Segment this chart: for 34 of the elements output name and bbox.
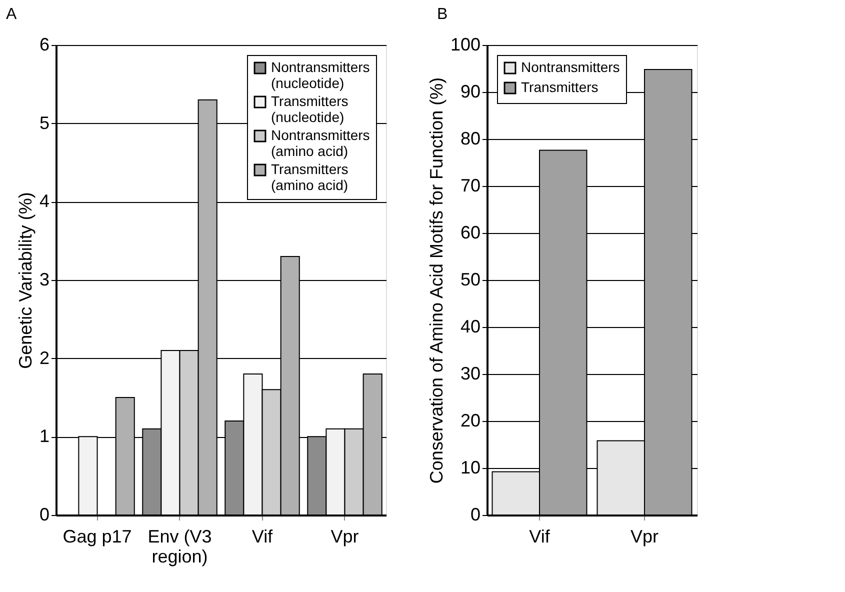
y-tick-label: 3 [39, 270, 50, 290]
y-tick-label: 0 [39, 504, 50, 524]
y-tick-label: 10 [460, 458, 480, 478]
y-tick-label: 6 [39, 34, 50, 54]
y-tick-label: 90 [460, 82, 480, 102]
y-tick-label: 20 [460, 410, 480, 430]
y-axis-title: Conservation of Amino Acid Motifs for Function (%) [426, 77, 446, 484]
x-tick-label: Vpr [630, 526, 659, 546]
legend-label: Transmitters [521, 79, 598, 95]
y-axis-title: Genetic Variability (%) [15, 192, 36, 369]
y-tick-label: 40 [460, 316, 480, 336]
chart-title: A [6, 6, 17, 23]
legend-label: Nontransmitters (amino acid) [271, 127, 370, 159]
legend-label: Nontransmitters [521, 59, 620, 75]
y-tick-label: 100 [450, 34, 480, 54]
x-tick-label: Vif [252, 526, 274, 546]
y-tick-label: 4 [39, 191, 50, 212]
legend-label: Transmitters (nucleotide) [271, 93, 348, 125]
chart-title: B [437, 6, 448, 23]
legend-label: Transmitters (amino acid) [271, 161, 348, 193]
y-tick-label: 5 [39, 112, 50, 133]
x-tick-label: Gag p17 [62, 526, 132, 546]
y-tick-label: 0 [470, 504, 480, 524]
y-tick-label: 2 [39, 348, 50, 368]
y-tick-label: 60 [460, 222, 480, 242]
y-tick-label: 50 [460, 270, 480, 290]
x-tick-label: Vpr [330, 526, 359, 546]
x-tick-label: Env (V3 region) [148, 526, 212, 566]
legend-label: Nontransmitters (nucleotide) [271, 59, 370, 91]
y-tick-label: 1 [39, 426, 50, 446]
y-tick-label: 70 [460, 176, 480, 196]
x-tick-label: Vif [529, 526, 551, 546]
y-tick-label: 80 [460, 128, 480, 148]
y-tick-label: 30 [460, 364, 480, 384]
